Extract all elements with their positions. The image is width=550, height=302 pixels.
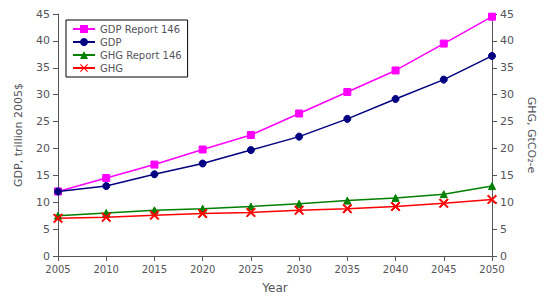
- svg-text:GDP, trillion 2005$: GDP, trillion 2005$: [12, 83, 25, 187]
- svg-text:Year: Year: [261, 281, 287, 295]
- svg-text:2035: 2035: [335, 264, 360, 275]
- svg-text:GHG: GHG: [100, 63, 123, 74]
- svg-text:40: 40: [36, 34, 50, 47]
- svg-text:GDP Report 146: GDP Report 146: [100, 24, 180, 35]
- svg-text:15: 15: [500, 169, 514, 182]
- svg-text:GHG Report 146: GHG Report 146: [100, 50, 182, 61]
- svg-text:GDP: GDP: [100, 37, 121, 48]
- svg-text:40: 40: [500, 34, 514, 47]
- svg-text:20: 20: [500, 142, 514, 155]
- svg-text:2040: 2040: [383, 264, 408, 275]
- svg-text:2005: 2005: [45, 264, 70, 275]
- svg-text:2010: 2010: [93, 264, 118, 275]
- svg-text:20: 20: [36, 142, 50, 155]
- svg-text:25: 25: [500, 115, 514, 128]
- svg-text:2020: 2020: [190, 264, 215, 275]
- svg-text:30: 30: [500, 88, 514, 101]
- svg-text:2045: 2045: [431, 264, 456, 275]
- svg-text:2015: 2015: [142, 264, 167, 275]
- svg-text:GHG, GtCO₂-e: GHG, GtCO₂-e: [525, 97, 538, 174]
- svg-text:35: 35: [500, 61, 514, 74]
- svg-text:35: 35: [36, 61, 50, 74]
- svg-text:45: 45: [500, 8, 514, 21]
- svg-text:5: 5: [43, 223, 50, 236]
- svg-text:2025: 2025: [238, 264, 263, 275]
- svg-text:30: 30: [36, 88, 50, 101]
- svg-text:5: 5: [500, 223, 507, 236]
- svg-text:25: 25: [36, 115, 50, 128]
- svg-text:0: 0: [43, 250, 50, 263]
- svg-text:10: 10: [36, 196, 50, 209]
- svg-text:2030: 2030: [286, 264, 311, 275]
- svg-text:15: 15: [36, 169, 50, 182]
- svg-text:2050: 2050: [479, 264, 504, 275]
- svg-text:45: 45: [36, 8, 50, 21]
- svg-text:0: 0: [500, 250, 507, 263]
- svg-text:10: 10: [500, 196, 514, 209]
